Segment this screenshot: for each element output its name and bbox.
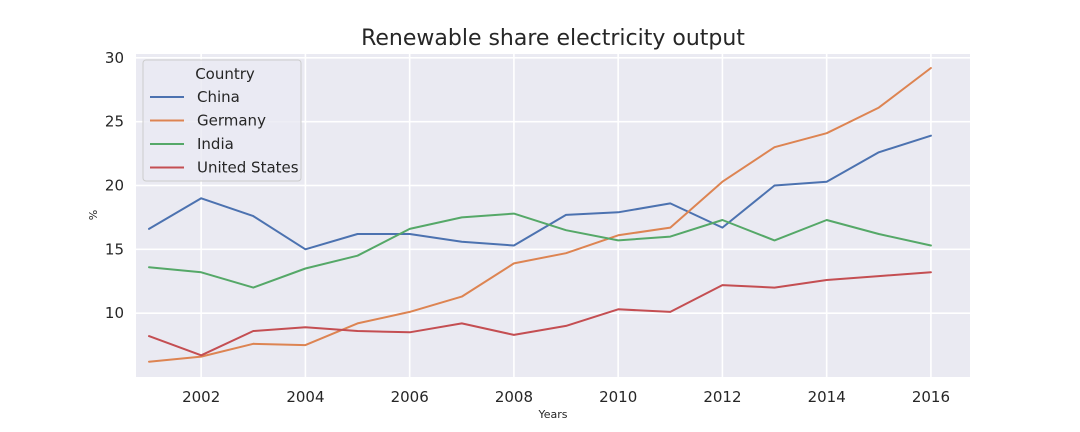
y-tick-label: 25 [105, 113, 124, 131]
legend-label-united-states: United States [197, 159, 299, 177]
chart-title: Renewable share electricity output [361, 26, 745, 51]
y-tick-label: 20 [105, 176, 124, 194]
series-line-germany [148, 67, 932, 363]
x-tick-label: 2006 [391, 388, 429, 406]
legend-box [142, 59, 302, 182]
legend-label-china: China [197, 88, 240, 106]
series-lines [148, 67, 932, 363]
x-tick-label: 2004 [286, 388, 324, 406]
x-tick-label: 2008 [495, 388, 533, 406]
x-axis-label: Years [537, 408, 567, 421]
series-line-china [148, 134, 932, 251]
legend-title: Country [195, 65, 255, 83]
y-tick-labels: 10 15 20 25 30 [105, 49, 124, 322]
x-tick-label: 2012 [703, 388, 741, 406]
y-tick-label: 15 [105, 240, 124, 258]
legend-label-india: India [197, 135, 234, 153]
y-tick-label: 10 [105, 304, 124, 322]
series-line-india [148, 212, 932, 289]
legend: Country China Germany India United States [142, 59, 302, 182]
x-tick-labels: 2002 2004 2006 2008 2010 2012 2014 2016 [182, 388, 950, 406]
x-tick-label: 2014 [808, 388, 846, 406]
y-tick-label: 30 [105, 49, 124, 67]
legend-items: China Germany India United States [150, 88, 299, 177]
legend-label-germany: Germany [197, 112, 266, 130]
x-tick-label: 2016 [912, 388, 950, 406]
series-line-united-states [148, 271, 932, 357]
grid [136, 54, 970, 377]
x-tick-label: 2002 [182, 388, 220, 406]
x-tick-label: 2010 [599, 388, 637, 406]
y-axis-label: % [87, 210, 100, 220]
